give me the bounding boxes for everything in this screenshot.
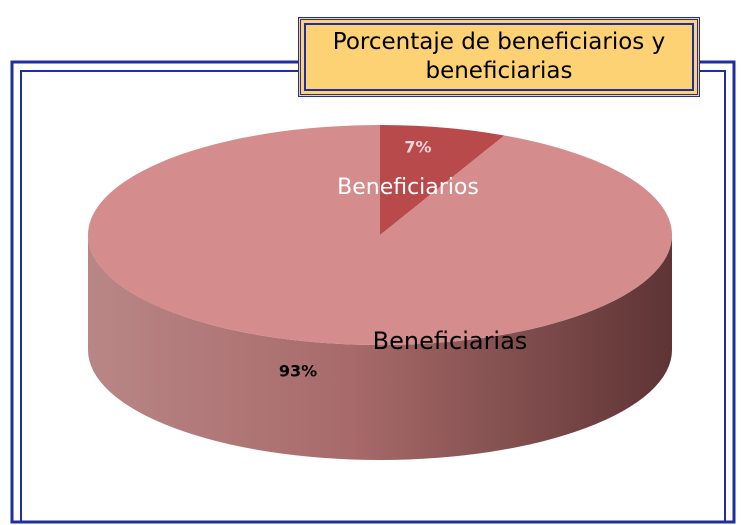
pie-slice <box>380 125 505 235</box>
chart-title: Porcentaje de beneficiarios y beneficiar… <box>298 17 700 97</box>
value-label: 93% <box>279 362 317 381</box>
category-label: Beneficiarios <box>337 175 479 200</box>
pie-side <box>88 235 672 460</box>
value-label: 7% <box>404 138 431 157</box>
pie: 7% Beneficiarios 93% Beneficiarias <box>88 125 673 460</box>
category-label: Beneficiarias <box>373 327 528 355</box>
pie-slice <box>88 125 673 346</box>
